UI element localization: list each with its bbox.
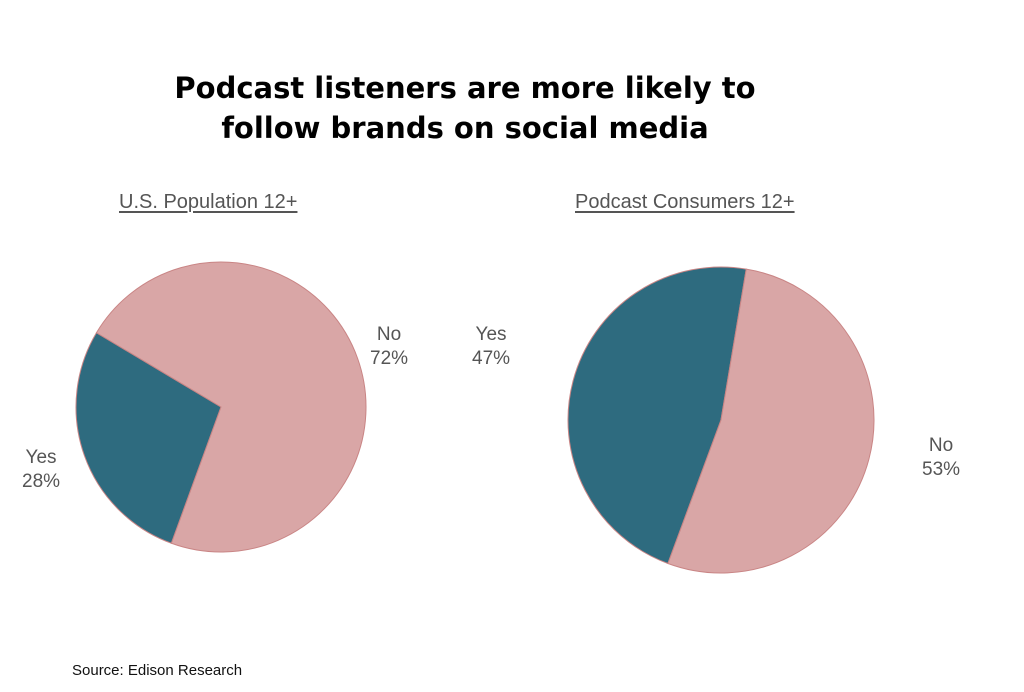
left-pie — [75, 261, 367, 553]
no-slice — [95, 261, 367, 553]
title-line-1: Podcast listeners are more likely to — [174, 71, 756, 105]
source-note: Source: Edison Research — [72, 662, 243, 679]
no-slice — [667, 268, 875, 574]
label-value: 47% — [472, 348, 511, 369]
yes-slice — [567, 266, 747, 565]
title-line-2: follow brands on social media — [221, 111, 709, 145]
right-pie — [567, 266, 875, 574]
right-yes-label: Yes 47% — [472, 323, 510, 371]
left-pie-title: U.S. Population 12+ — [119, 191, 298, 213]
label-name: No — [928, 435, 954, 456]
label-name: No — [376, 324, 402, 345]
label-value: 28% — [22, 471, 61, 492]
left-no-label: No 72% — [370, 323, 408, 371]
left-yes-label: Yes 28% — [22, 446, 60, 494]
right-no-label: No 53% — [922, 434, 960, 482]
label-name: Yes — [475, 324, 507, 345]
right-pie-title: Podcast Consumers 12+ — [575, 191, 795, 213]
label-value: 53% — [922, 459, 961, 480]
label-name: Yes — [25, 447, 57, 468]
chart-title: Podcast listeners are more likely to fol… — [0, 68, 930, 148]
label-value: 72% — [370, 348, 409, 369]
yes-slice — [75, 332, 222, 544]
